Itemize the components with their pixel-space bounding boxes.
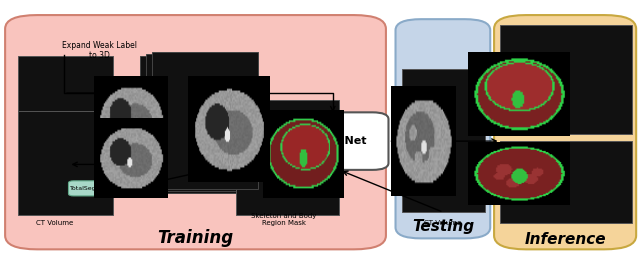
- FancyBboxPatch shape: [276, 112, 388, 170]
- Bar: [152, 52, 258, 189]
- Bar: [18, 111, 113, 215]
- Bar: [500, 141, 632, 223]
- Bar: [18, 56, 113, 166]
- Bar: [402, 68, 485, 212]
- Bar: [140, 56, 245, 193]
- FancyBboxPatch shape: [68, 181, 127, 196]
- Text: Training: Training: [157, 229, 233, 247]
- Text: CT Volume: CT Volume: [36, 220, 73, 226]
- FancyBboxPatch shape: [396, 19, 490, 238]
- Bar: [236, 100, 339, 215]
- Text: TotalSegmentator: TotalSegmentator: [70, 186, 126, 191]
- Text: CT Volume: CT Volume: [424, 220, 461, 226]
- Text: Inference: Inference: [524, 232, 606, 247]
- Bar: [500, 25, 632, 134]
- Text: Testing: Testing: [412, 219, 474, 234]
- Bar: [146, 54, 252, 191]
- FancyBboxPatch shape: [494, 15, 636, 249]
- Text: Skeleton and Body
Region Mask: Skeleton and Body Region Mask: [251, 213, 316, 226]
- Text: 3D nnUNet: 3D nnUNet: [299, 136, 366, 146]
- FancyBboxPatch shape: [5, 15, 386, 249]
- Text: Expand Weak Label
to 3D: Expand Weak Label to 3D: [61, 41, 137, 60]
